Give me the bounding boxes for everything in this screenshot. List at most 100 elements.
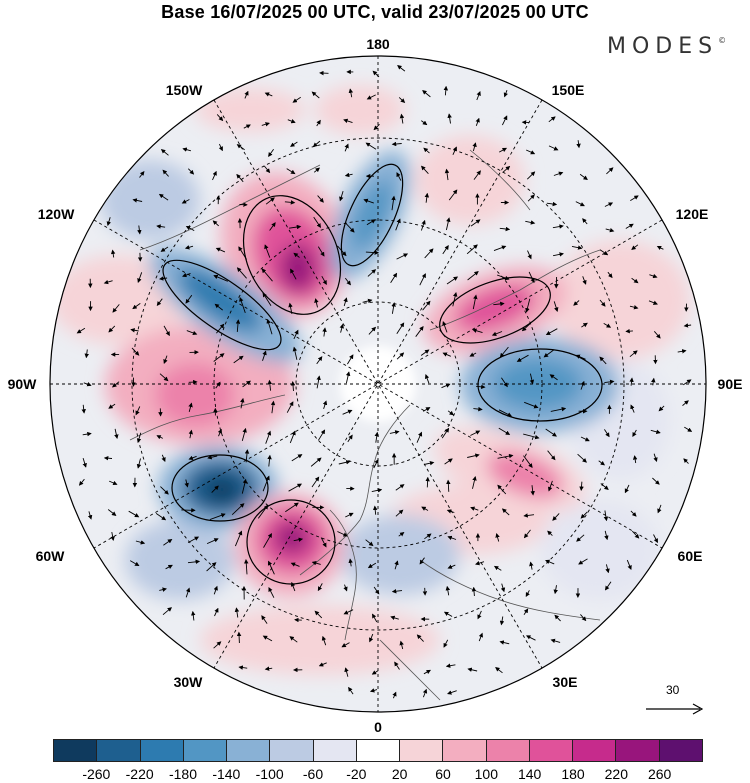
wind-vector bbox=[553, 585, 558, 595]
wind-vector bbox=[158, 193, 169, 201]
wind-vector bbox=[263, 165, 271, 174]
wind-vector bbox=[395, 484, 405, 491]
wind-vector bbox=[631, 244, 639, 250]
wind-vector bbox=[209, 513, 226, 521]
wind-vector bbox=[652, 477, 660, 485]
wind-vector bbox=[579, 481, 584, 491]
anomaly-patch bbox=[415, 135, 525, 225]
meridian bbox=[213, 99, 543, 669]
wind-vector bbox=[476, 384, 486, 390]
wind-vector bbox=[262, 350, 267, 361]
wind-vector bbox=[160, 246, 169, 252]
greenland-east-coast bbox=[329, 509, 357, 641]
wind-vector bbox=[478, 632, 483, 642]
wind-vector bbox=[445, 663, 456, 668]
wind-vector bbox=[452, 292, 458, 307]
lon-label-150e: 150E bbox=[551, 82, 585, 98]
wind-vector bbox=[575, 201, 585, 207]
wind-vector bbox=[311, 560, 321, 566]
contour-line bbox=[477, 348, 603, 422]
wind-vector bbox=[109, 480, 118, 486]
wind-vector bbox=[343, 609, 354, 615]
wind-vector bbox=[548, 145, 559, 151]
wind-vector bbox=[261, 122, 270, 127]
wind-vector bbox=[390, 272, 398, 284]
wind-vector bbox=[286, 401, 294, 413]
wind-vector bbox=[76, 327, 86, 334]
lon-label-150w: 150W bbox=[165, 82, 203, 98]
wind-vector bbox=[521, 323, 531, 332]
colorbar-tick-label: 100 bbox=[474, 766, 499, 782]
wind-vector bbox=[446, 276, 459, 285]
wind-vector bbox=[367, 269, 377, 277]
latitude-circle bbox=[131, 137, 625, 631]
wind-vector bbox=[188, 455, 197, 460]
wind-vector bbox=[399, 640, 404, 650]
wind-vector bbox=[604, 379, 615, 385]
wind-vector bbox=[389, 430, 400, 435]
wind-vector bbox=[163, 325, 170, 337]
wind-vector bbox=[419, 273, 426, 286]
wind-vector bbox=[472, 328, 483, 334]
anomaly-patch bbox=[125, 520, 235, 600]
wind-vector bbox=[658, 405, 665, 412]
wind-vector bbox=[543, 349, 555, 358]
wind-vector bbox=[493, 301, 505, 307]
kamchatka-coast bbox=[469, 149, 531, 211]
wind-vector bbox=[548, 116, 556, 123]
wind-vector bbox=[523, 608, 529, 616]
wind-vector bbox=[286, 168, 296, 175]
wind-vector bbox=[631, 530, 640, 539]
wind-vector bbox=[163, 355, 168, 364]
wind-vector bbox=[550, 406, 567, 412]
anomaly-patch bbox=[340, 515, 460, 595]
wind-vector bbox=[241, 427, 247, 442]
wind-vector bbox=[236, 267, 247, 279]
wind-vector bbox=[288, 302, 293, 314]
wind-vector bbox=[391, 195, 396, 211]
wind-vector bbox=[339, 190, 344, 202]
wind-vector bbox=[162, 607, 172, 616]
wind-vector bbox=[391, 588, 403, 594]
wind-vector bbox=[605, 227, 615, 233]
wind-vector bbox=[491, 331, 503, 336]
wind-vector bbox=[263, 533, 272, 548]
wind-vector bbox=[421, 120, 428, 126]
contour-line bbox=[242, 195, 342, 315]
wind-vector bbox=[472, 294, 478, 310]
wind-vector bbox=[422, 90, 431, 98]
wind-vector bbox=[137, 225, 142, 235]
wind-vector bbox=[128, 510, 140, 518]
wind-vector bbox=[501, 115, 508, 126]
wind-vector bbox=[394, 661, 400, 670]
wind-vector bbox=[82, 431, 92, 437]
wind-vector bbox=[314, 298, 319, 308]
pole-area bbox=[340, 346, 416, 422]
siberia-coast bbox=[429, 249, 601, 331]
wind-vector bbox=[604, 202, 614, 207]
wind-vector bbox=[317, 195, 324, 203]
lon-label-90w: 90W bbox=[7, 376, 37, 392]
wind-vector bbox=[343, 584, 348, 592]
wind-vector bbox=[107, 509, 117, 516]
wind-vector bbox=[162, 169, 169, 177]
wind-vector bbox=[267, 379, 273, 391]
reference-vector-arrow bbox=[646, 703, 703, 715]
colorbar-segment bbox=[573, 739, 617, 762]
wind-vector bbox=[264, 92, 273, 97]
anomaly-low-core bbox=[177, 267, 263, 333]
wind-vector bbox=[231, 503, 245, 516]
wind-vector bbox=[345, 512, 354, 518]
wind-vector bbox=[420, 219, 426, 231]
wind-vector bbox=[469, 352, 477, 357]
wind-vector bbox=[582, 218, 588, 225]
wind-vector bbox=[293, 537, 304, 542]
colorbar-segment bbox=[183, 739, 228, 762]
wind-vector bbox=[344, 143, 349, 152]
map-disk bbox=[50, 56, 706, 712]
colorbar-segment bbox=[356, 739, 401, 762]
wind-vector bbox=[604, 530, 609, 541]
colorbar bbox=[53, 739, 703, 762]
wind-vector bbox=[344, 667, 349, 677]
wind-vector bbox=[525, 220, 536, 225]
